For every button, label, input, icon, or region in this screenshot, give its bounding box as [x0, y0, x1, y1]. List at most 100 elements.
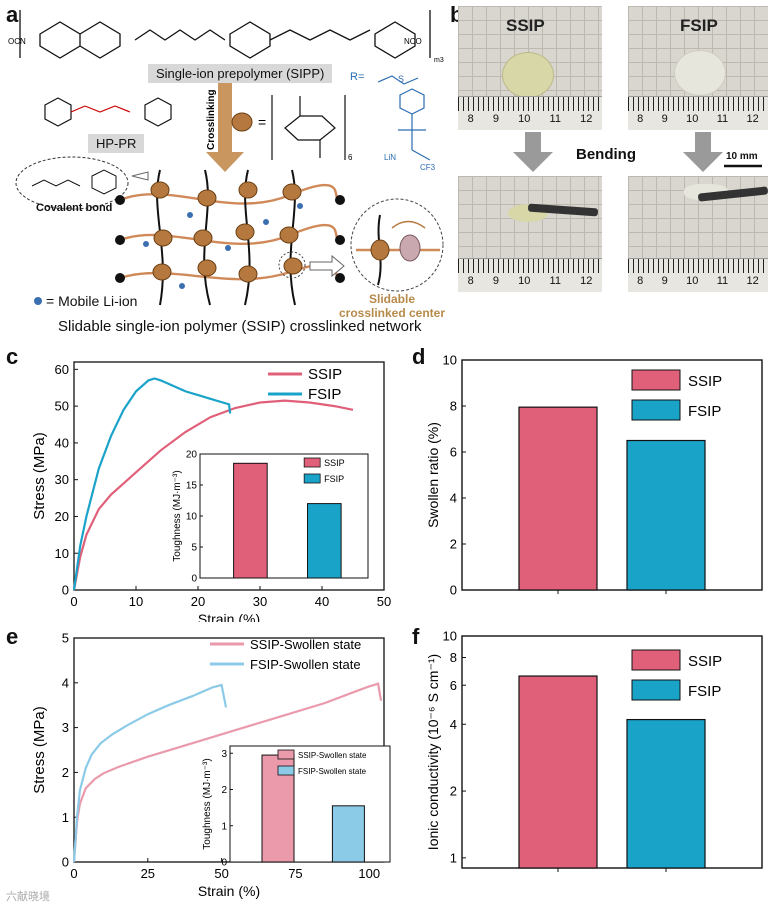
y-tick-label: 6 [450, 678, 457, 693]
x-tick-label: 100 [358, 866, 380, 881]
y-tick-label: 40 [55, 435, 69, 450]
x-axis-label: Strain (%) [198, 611, 260, 622]
series-line-fsip [72, 377, 232, 591]
axis-frame [461, 359, 763, 591]
prepolymer-label: Single-ion prepolymer (SIPP) [148, 64, 333, 83]
y-tick-label: 5 [62, 631, 69, 646]
sliding-zoom-detail [356, 214, 440, 286]
photo-label-fsip: FSIP [680, 16, 718, 35]
y-tick-label: 4 [62, 675, 69, 690]
mobile-li-label: = Mobile Li-ion [46, 293, 138, 309]
legend-label: SSIP [688, 653, 722, 670]
x-tick-label: 25 [141, 866, 155, 881]
inset-legend-label: FSIP [324, 474, 344, 484]
y-tick-label: 1 [62, 810, 69, 825]
inset-bar-1 [307, 503, 342, 579]
panel-letter-f: f [412, 624, 420, 649]
legend-label: SSIP-Swollen state [250, 637, 361, 652]
legend-label: FSIP [308, 386, 341, 403]
x-tick-label: 0 [70, 866, 77, 881]
legend-swatch [631, 679, 681, 701]
bending-arrows [513, 132, 762, 172]
subscript-m3: m3 [434, 57, 444, 64]
bend-arrow-right-icon [683, 132, 723, 172]
inset-legend-label: SSIP [324, 458, 345, 468]
chem-label-cf3: CF3 [420, 163, 436, 172]
hp-pr-molecule [44, 97, 172, 127]
legend-swatch [631, 399, 681, 421]
crosslinking-label: Crosslinking [206, 89, 217, 150]
y-tick-label: 3 [62, 720, 69, 735]
legend-label: SSIP [688, 373, 722, 390]
photo-ssip-flat: SSIP 8 9 10 11 12 [458, 6, 602, 130]
subscript-6: 6 [348, 153, 353, 162]
y-tick-label: 0 [62, 583, 69, 598]
y-tick-label: 2 [450, 537, 457, 552]
x-tick-label: 20 [191, 594, 205, 609]
inset-legend-swatch [277, 765, 295, 776]
chem-label-s: S [398, 74, 404, 84]
inset-bar-1 [331, 805, 365, 863]
panel-a-schematic: OCN NCO m3 Crosslinking = 6 R= S LiN CF3 [8, 10, 444, 306]
legend-swatch [631, 369, 681, 391]
nco-label: NCO [404, 37, 422, 46]
y-tick-label: 10 [443, 629, 457, 644]
ocn-label: OCN [8, 37, 26, 46]
inset-y-tick-label: 5 [191, 543, 197, 554]
inset-legend-label: SSIP-Swollen state [298, 751, 367, 760]
bar-ssip [518, 675, 598, 869]
x-tick-label: 30 [253, 594, 267, 609]
bar-fsip [626, 718, 706, 869]
legend-label: FSIP [688, 683, 721, 700]
y-tick-label: 8 [450, 650, 457, 665]
y-tick-label: 1 [450, 850, 457, 865]
inset-legend-swatch [303, 473, 321, 484]
sliding-center-label: Slidable crosslinked center [338, 292, 446, 320]
sliding-zoom-circle [350, 198, 444, 292]
chart-d-swollen-ratio: 0 2 4 6 8 10 Swollen ratio (%) SSIP FSIP [425, 353, 763, 598]
inset-y-axis-label: Toughness (MJ·m⁻³) [172, 470, 183, 561]
inset-y-tick-label: 0 [191, 574, 197, 585]
y-tick-label: 50 [55, 399, 69, 414]
y-tick-label: 4 [450, 717, 457, 732]
ssip-film [502, 52, 554, 98]
y-tick-label: 6 [450, 445, 457, 460]
y-tick-label: 60 [55, 362, 69, 377]
inset-y-tick-label: 0 [221, 858, 227, 869]
network-title: Slidable single-ion polymer (SSIP) cross… [58, 318, 422, 335]
y-axis-label: Stress (MPa) [31, 706, 48, 794]
inset-y-tick-label: 10 [186, 512, 198, 523]
inset-legend-label: FSIP-Swollen state [298, 767, 367, 776]
x-tick-label: 50 [214, 866, 228, 881]
x-tick-label: 10 [129, 594, 143, 609]
panel-letter-a: a [6, 2, 19, 27]
inset-y-axis-label: Toughness (MJ·m⁻³) [202, 758, 213, 849]
series-line-fsip-swollen-state [72, 683, 228, 863]
y-tick-label: 8 [450, 399, 457, 414]
li-ion-legend-icon [34, 297, 42, 305]
scale-bar-label: 10 mm [726, 151, 758, 162]
y-tick-label: 30 [55, 472, 69, 487]
axis-frame [73, 361, 385, 591]
crosslinked-network [115, 169, 345, 306]
inset-y-tick-label: 2 [221, 785, 227, 796]
bar-fsip [626, 439, 706, 591]
covalent-bond-callout [15, 156, 129, 210]
x-tick-label: 0 [70, 594, 77, 609]
y-axis-label: Swollen ratio (%) [425, 422, 441, 528]
y-tick-label: 0 [450, 583, 457, 598]
photo-ssip-bent: 8 9 10 11 12 [458, 176, 602, 292]
legend-label: FSIP-Swollen state [250, 657, 361, 672]
panel-letter-e: e [6, 624, 19, 649]
panel-letter-c: c [6, 344, 19, 369]
equals-sign: = [258, 114, 266, 130]
inset-y-tick-label: 1 [221, 821, 227, 832]
r-group-structure [377, 75, 431, 161]
inset-legend-swatch [303, 457, 321, 468]
y-tick-label: 10 [443, 353, 457, 368]
y-tick-label: 0 [62, 855, 69, 870]
prepolymer-structure [19, 10, 431, 59]
inset-bar-0 [233, 462, 268, 579]
